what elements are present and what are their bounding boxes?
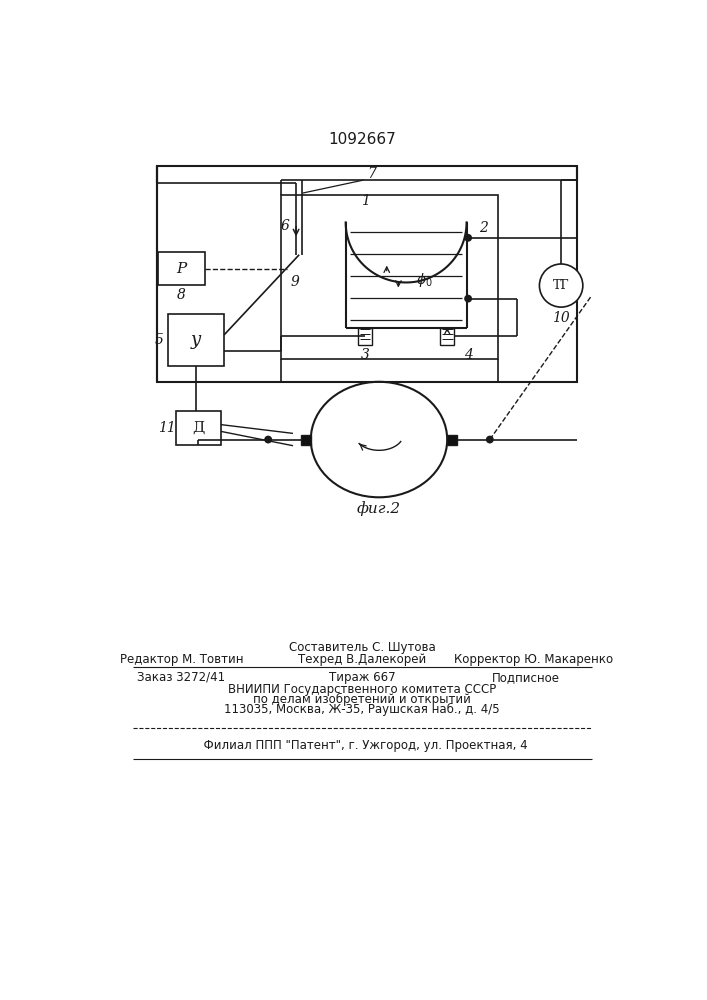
Text: 10: 10: [552, 311, 570, 325]
Text: 2: 2: [479, 221, 488, 235]
Text: Составитель С. Шутова: Составитель С. Шутова: [288, 641, 436, 654]
Bar: [281, 195, 498, 359]
Text: 9: 9: [291, 275, 300, 289]
Text: P: P: [176, 262, 187, 276]
Text: 6: 6: [281, 219, 290, 233]
Text: 4: 4: [464, 348, 472, 362]
Text: 1: 1: [361, 194, 370, 208]
Text: 1092667: 1092667: [328, 132, 396, 147]
Text: по делам изобретений и открытий: по делам изобретений и открытий: [253, 692, 471, 706]
Circle shape: [265, 436, 271, 443]
Ellipse shape: [311, 382, 448, 497]
Text: Филиал ППП "Патент", г. Ужгород, ул. Проектная, 4: Филиал ППП "Патент", г. Ужгород, ул. Про…: [196, 739, 527, 752]
Text: 8: 8: [177, 288, 186, 302]
Bar: [448, 435, 457, 445]
Text: y: y: [191, 331, 201, 349]
Text: ТГ: ТГ: [553, 279, 569, 292]
Text: 113035, Москва, Ж-35, Раушская наб., д. 4/5: 113035, Москва, Ж-35, Раушская наб., д. …: [224, 703, 500, 716]
Circle shape: [486, 436, 493, 443]
Text: Тираж 667: Тираж 667: [329, 671, 395, 684]
Bar: [168, 314, 224, 366]
Text: 3: 3: [361, 348, 370, 362]
Text: 11: 11: [158, 421, 175, 435]
Text: Корректор Ю. Макаренко: Корректор Ю. Макаренко: [455, 652, 614, 666]
Text: ВНИИПИ Государственного комитета СССР: ВНИИПИ Государственного комитета СССР: [228, 683, 496, 696]
Text: Заказ 3272/41: Заказ 3272/41: [137, 671, 226, 684]
Bar: [158, 252, 204, 285]
Bar: [358, 328, 372, 345]
Bar: [300, 435, 311, 445]
Text: Подписное: Подписное: [492, 671, 560, 684]
Text: Редактор М. Товтин: Редактор М. Товтин: [119, 652, 243, 666]
Bar: [176, 411, 221, 445]
Text: Техред В.Далекорей: Техред В.Далекорей: [298, 652, 426, 666]
Circle shape: [465, 235, 472, 241]
Text: 5: 5: [154, 333, 163, 347]
Bar: [440, 328, 454, 345]
Text: 7: 7: [367, 167, 375, 181]
Circle shape: [539, 264, 583, 307]
Bar: [156, 166, 577, 382]
Text: $\phi_0$: $\phi_0$: [416, 271, 433, 289]
Text: фиг.2: фиг.2: [357, 501, 401, 516]
Text: Д: Д: [192, 421, 204, 435]
Circle shape: [465, 296, 472, 302]
